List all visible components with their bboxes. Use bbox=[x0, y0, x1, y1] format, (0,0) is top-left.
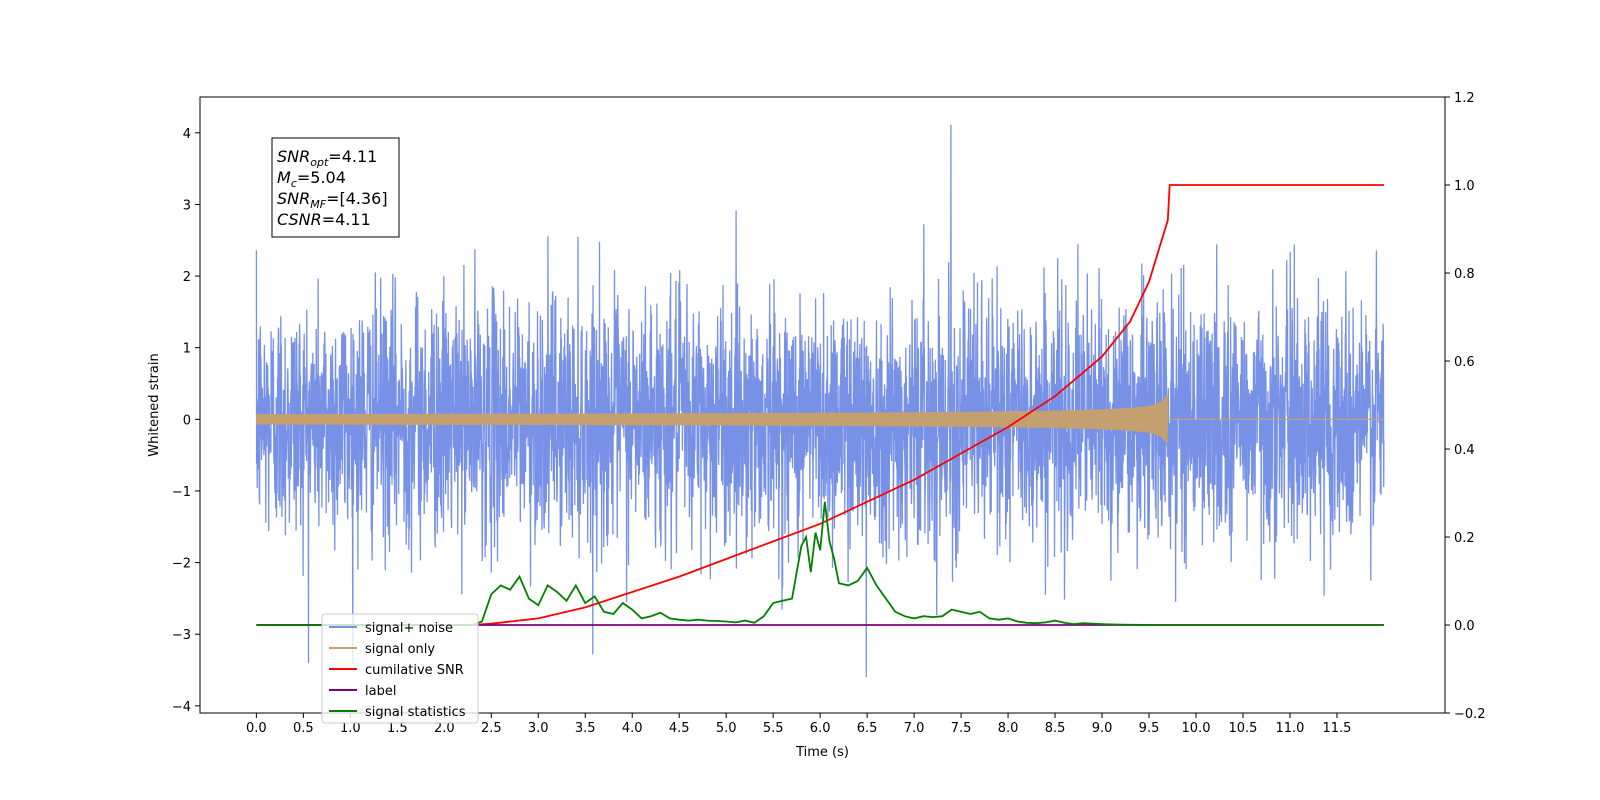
x-tick-label: 5.5 bbox=[763, 721, 784, 736]
series-group bbox=[255, 124, 1385, 678]
legend-label: signal only bbox=[365, 642, 435, 657]
annotation-subscript: c bbox=[291, 177, 297, 190]
x-tick-label: 4.5 bbox=[669, 721, 690, 736]
y-tick-label: −3 bbox=[172, 628, 191, 643]
annotation-line: SNRopt=4.11 bbox=[277, 147, 377, 169]
x-tick-label: 9.0 bbox=[1092, 721, 1113, 736]
y-axis-label: Whitened strain bbox=[147, 353, 162, 456]
y2-tick-label: 0.4 bbox=[1454, 443, 1475, 458]
annotation-symbol: M bbox=[277, 168, 291, 187]
x-tick-label: 0.0 bbox=[246, 721, 267, 736]
legend-label: signal+ noise bbox=[365, 621, 453, 636]
x-tick-label: 4.0 bbox=[622, 721, 643, 736]
annotation-box bbox=[271, 137, 400, 238]
x-tick-label: 10.0 bbox=[1182, 721, 1211, 736]
y-tick-label: 4 bbox=[183, 127, 191, 142]
y2-tick-label: 1.0 bbox=[1454, 179, 1475, 194]
signal-statistics-line bbox=[256, 501, 1384, 626]
y2-tick-label: 1.2 bbox=[1454, 91, 1475, 106]
y-tick-label: 3 bbox=[183, 198, 191, 213]
y-tick-label: 2 bbox=[183, 270, 191, 285]
signal-only-line bbox=[255, 394, 1384, 444]
x-tick-label: 8.0 bbox=[998, 721, 1019, 736]
y2-tick-label: 0.6 bbox=[1454, 355, 1475, 370]
x-tick-label: 6.5 bbox=[857, 721, 878, 736]
annotation-symbol: SNR bbox=[277, 147, 310, 166]
x-tick-label: 9.5 bbox=[1139, 721, 1160, 736]
x-tick-label: 2.0 bbox=[434, 721, 455, 736]
legend-label: label bbox=[365, 684, 396, 699]
y-tick-label: 1 bbox=[183, 342, 191, 357]
y2-tick-label: 0.8 bbox=[1454, 267, 1475, 282]
legend-label: signal statistics bbox=[365, 705, 466, 720]
y2-tick-label: 0.2 bbox=[1454, 531, 1475, 546]
y-tick-label: −2 bbox=[172, 557, 191, 572]
cumulative-snr-line bbox=[256, 184, 1384, 626]
annotation-value: =[4.36] bbox=[326, 189, 388, 208]
y2-tick-label: −0.2 bbox=[1454, 707, 1486, 722]
annotation-line: SNRMF=[4.36] bbox=[277, 189, 388, 211]
annotation-value: =4.11 bbox=[328, 147, 377, 166]
y-tick-label: 0 bbox=[183, 413, 191, 428]
annotation-subscript: MF bbox=[310, 198, 326, 211]
annotation-value: =4.11 bbox=[322, 210, 371, 229]
x-tick-label: 10.5 bbox=[1229, 721, 1258, 736]
x-axis: 0.0 0.5 1.0 1.5 2.0 2.5 3.0 3.5 4.0 4.5 5.0 5.5 6.0 6… bbox=[246, 713, 1351, 736]
x-tick-label: 11.0 bbox=[1275, 721, 1304, 736]
x-tick-label: 1.0 bbox=[340, 721, 361, 736]
y-axis-left: 4 3 2 1 0 −1 −2 −3 −4 bbox=[172, 127, 200, 715]
x-tick-label: 11.5 bbox=[1322, 721, 1351, 736]
x-tick-label: 7.0 bbox=[904, 721, 925, 736]
legend: signal+ noise signal only cumilative SNR la… bbox=[321, 613, 479, 724]
legend-label: cumilative SNR bbox=[365, 663, 464, 678]
x-axis-label: Time (s) bbox=[795, 745, 849, 760]
x-tick-label: 3.5 bbox=[575, 721, 596, 736]
x-tick-label: 7.5 bbox=[951, 721, 972, 736]
x-tick-label: 5.0 bbox=[716, 721, 737, 736]
y-tick-label: −1 bbox=[172, 485, 191, 500]
x-tick-label: 3.0 bbox=[528, 721, 549, 736]
y2-tick-label: 0.0 bbox=[1454, 619, 1475, 634]
y-tick-label: −4 bbox=[172, 700, 191, 715]
plot-frame bbox=[199, 96, 1446, 714]
x-tick-label: 8.5 bbox=[1045, 721, 1066, 736]
annotation-value: =5.04 bbox=[297, 168, 346, 187]
x-tick-label: 1.5 bbox=[387, 721, 408, 736]
annotation-line: Mc=5.04 bbox=[277, 168, 346, 190]
annotation-line: CSNR=4.11 bbox=[277, 210, 371, 229]
annotation-subscript: opt bbox=[310, 156, 329, 169]
x-tick-label: 0.5 bbox=[293, 721, 314, 736]
annotation-symbol: CSNR bbox=[277, 210, 322, 229]
x-tick-label: 2.5 bbox=[481, 721, 502, 736]
y-axis-right: 1.2 1.0 0.8 0.6 0.4 0.2 0.0 −0.2 bbox=[1445, 91, 1486, 722]
legend-box bbox=[321, 613, 479, 724]
signal-noise-line bbox=[255, 124, 1385, 678]
x-tick-label: 6.0 bbox=[810, 721, 831, 736]
annotation-symbol: SNR bbox=[277, 189, 310, 208]
